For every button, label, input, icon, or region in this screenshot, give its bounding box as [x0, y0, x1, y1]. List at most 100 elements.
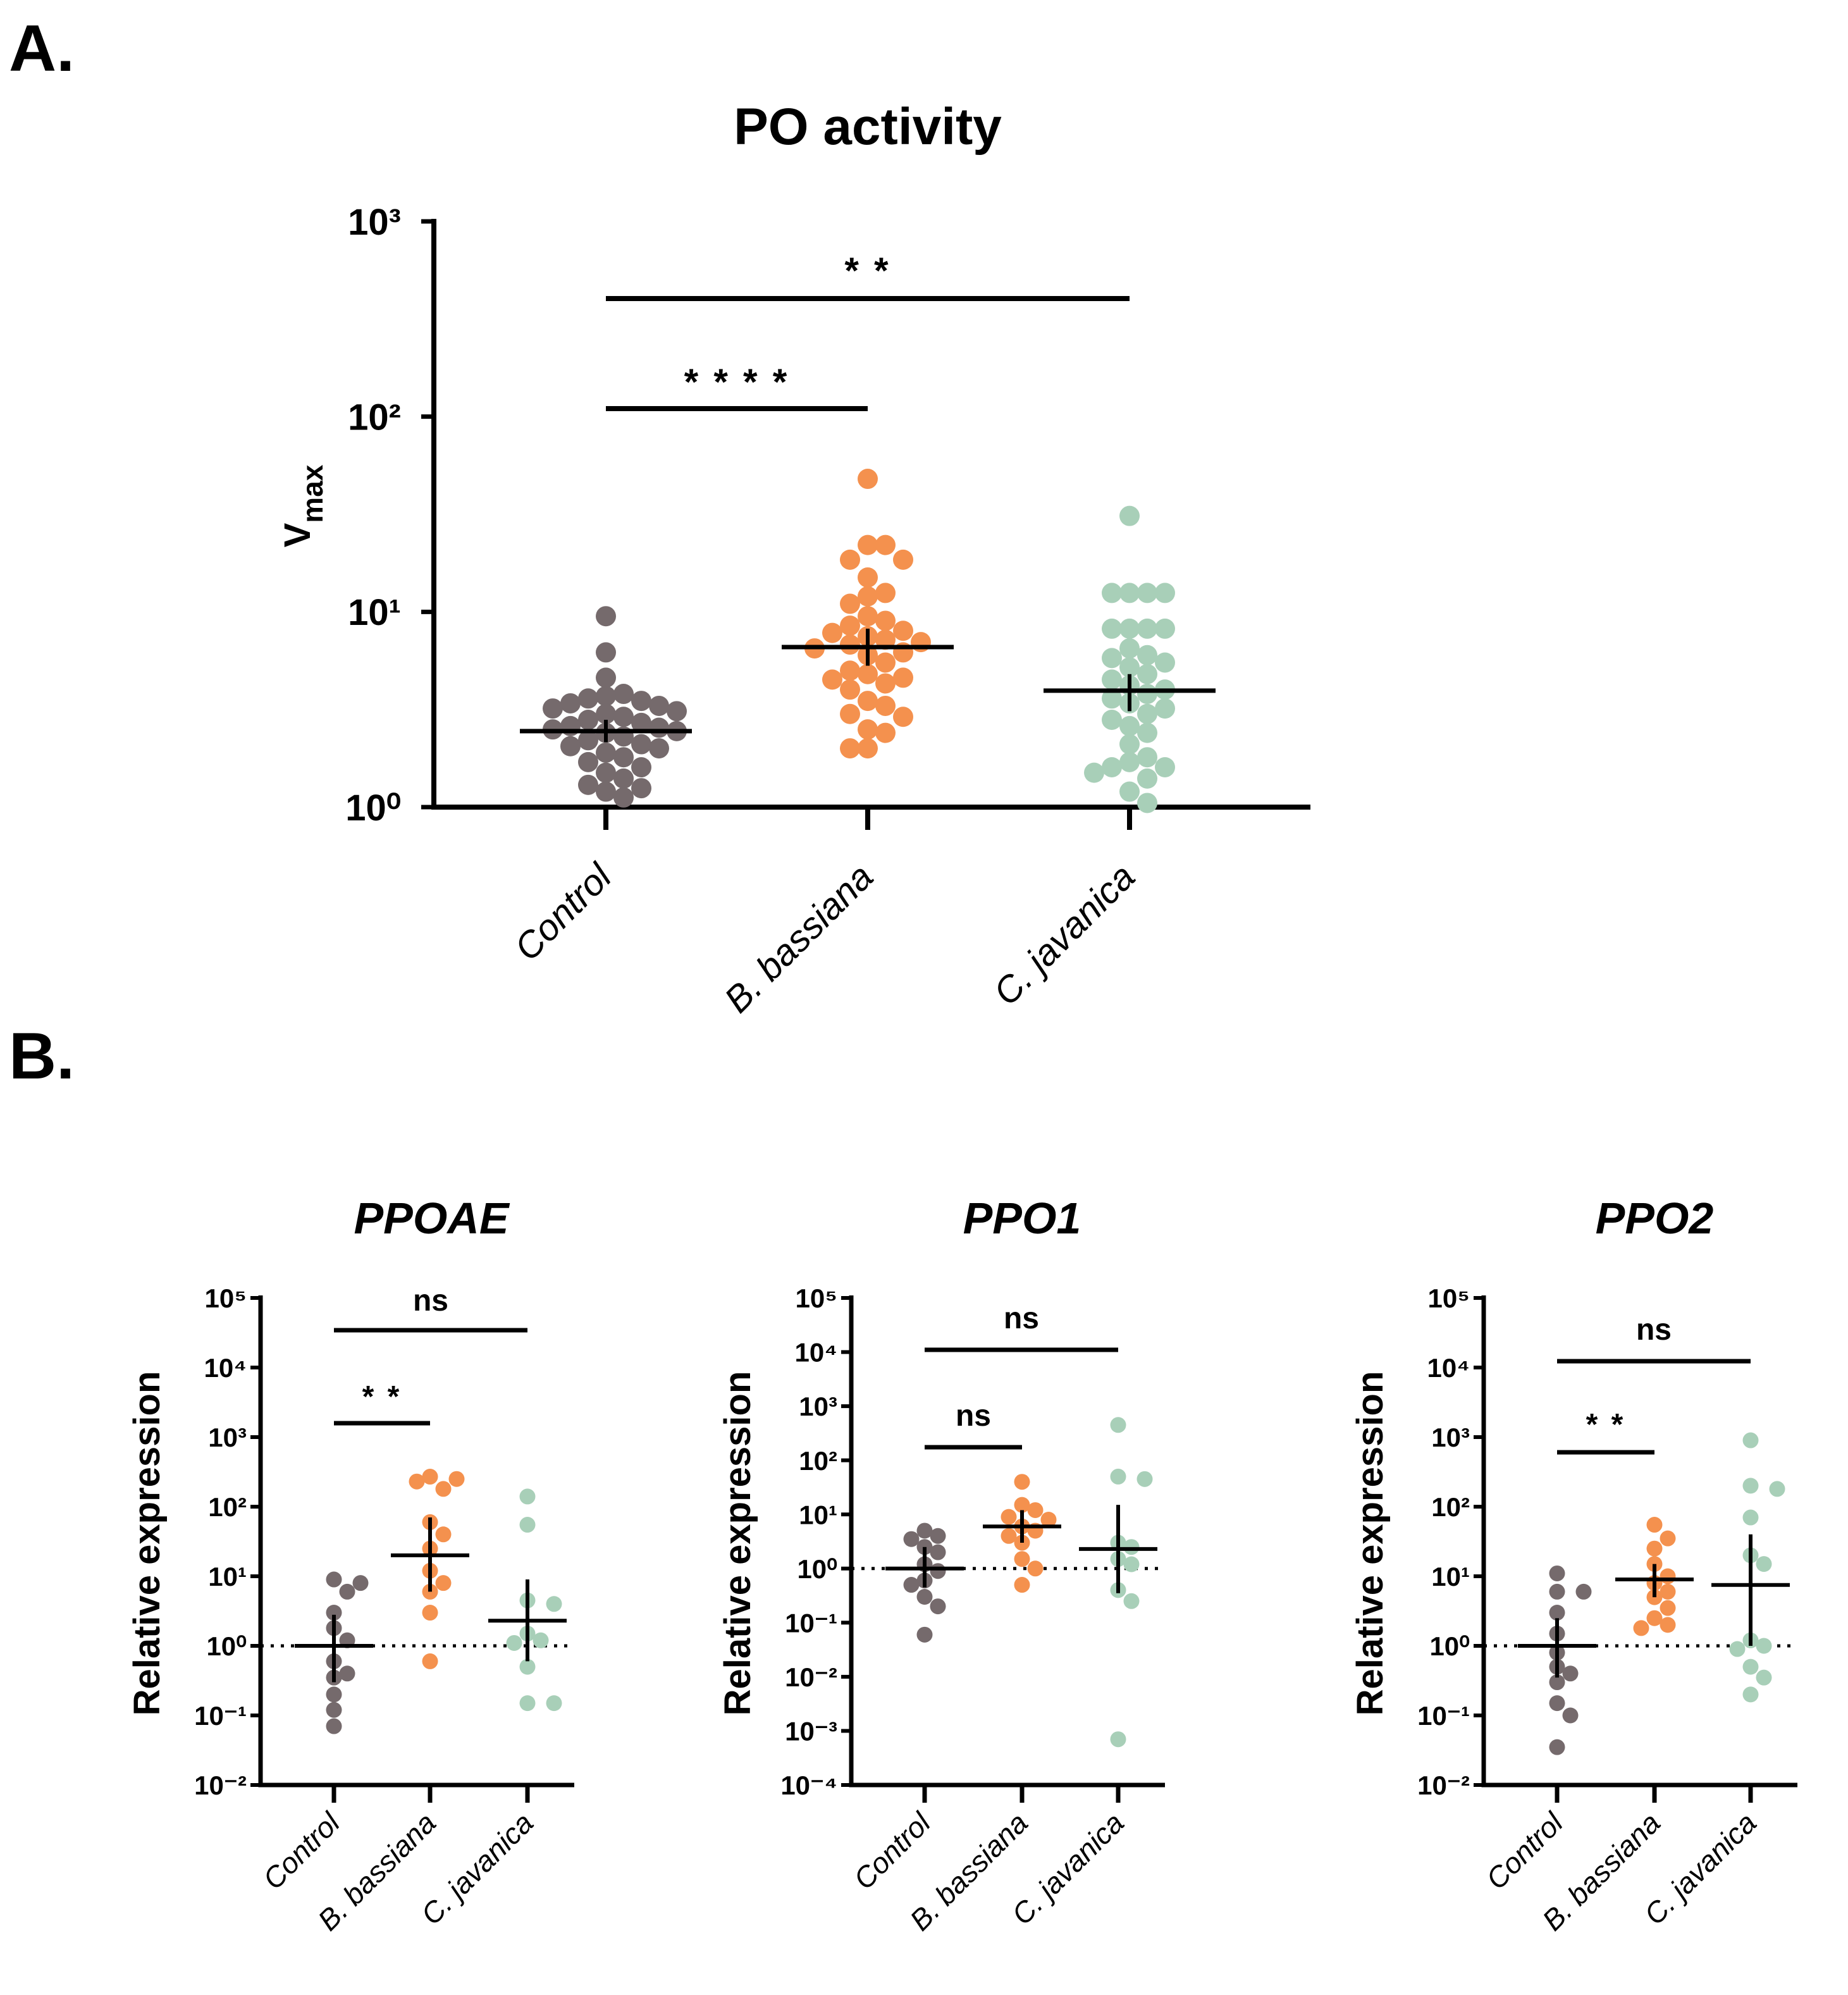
data-point — [326, 1702, 342, 1718]
y-tick-label: 10⁵ — [1428, 1283, 1470, 1313]
data-point — [858, 586, 878, 607]
data-point — [858, 567, 878, 588]
data-point — [916, 1522, 933, 1539]
data-point — [1137, 664, 1157, 684]
data-point — [435, 1526, 452, 1543]
chart-title: PPO1 — [963, 1194, 1081, 1243]
data-point — [631, 778, 651, 799]
y-tick-label: 10⁻⁴ — [780, 1770, 837, 1800]
significance-label: ns — [413, 1284, 448, 1318]
x-category-label: B. bassiana — [717, 856, 881, 1020]
y-tick-label: 10¹ — [348, 592, 401, 633]
data-point — [631, 757, 651, 777]
data-point — [339, 1665, 355, 1682]
data-point — [596, 606, 616, 627]
data-point — [1729, 1641, 1746, 1657]
data-point — [352, 1575, 369, 1591]
y-axis-label-subscript: max — [296, 464, 329, 522]
data-point — [822, 669, 842, 690]
y-tick-label: 10⁰ — [206, 1631, 247, 1661]
data-point — [1646, 1610, 1663, 1626]
data-point — [875, 722, 896, 743]
y-tick-label: 10³ — [348, 202, 401, 243]
data-point — [1123, 1539, 1140, 1555]
data-point — [1084, 762, 1104, 783]
data-point — [613, 684, 634, 705]
data-point — [1742, 1686, 1759, 1703]
y-axis-label: Relative expression — [1350, 1371, 1391, 1716]
data-point — [1001, 1528, 1017, 1544]
x-category-label: Control — [847, 1805, 937, 1896]
y-tick-label: 10⁰ — [1429, 1631, 1470, 1661]
data-point — [858, 469, 878, 490]
y-tick-label: 10¹ — [208, 1562, 247, 1591]
data-point — [1119, 618, 1140, 639]
y-axis-label-main: Relative expression — [1350, 1371, 1391, 1716]
data-point — [1123, 1593, 1140, 1609]
data-point — [1014, 1474, 1030, 1490]
y-tick-label: 10³ — [799, 1392, 837, 1421]
data-point — [1119, 583, 1140, 603]
data-point — [435, 1575, 452, 1591]
data-point — [596, 762, 616, 783]
data-point — [1102, 618, 1122, 639]
y-tick-label: 10⁻² — [1417, 1770, 1470, 1800]
data-point — [858, 534, 878, 555]
y-tick-label: 10⁵ — [796, 1283, 837, 1313]
ppoae-expression-chart: PPOAE 10⁻² 10⁻¹ 10⁰ 10¹ 10² 10³ 10⁴ 10⁵ Relative… — [126, 1194, 574, 1937]
data-point — [596, 686, 616, 707]
data-point — [578, 709, 598, 730]
ppo1-expression-chart: PPO1 10⁻⁴ 10⁻³ 10⁻² 10⁻¹ 10⁰ 10¹ 10² 10³ 10⁴ 10⁵ R… — [717, 1194, 1165, 1937]
significance-label: ns — [956, 1399, 991, 1433]
data-point — [1549, 1695, 1565, 1712]
data-point — [596, 703, 616, 724]
data-point — [1756, 1669, 1772, 1686]
data-point — [1119, 715, 1140, 736]
data-point — [578, 774, 598, 795]
y-tick-label: 10⁴ — [204, 1353, 247, 1383]
data-point — [840, 593, 860, 614]
data-point — [519, 1695, 536, 1712]
data-point — [840, 634, 860, 655]
data-point — [930, 1528, 946, 1544]
y-axis-label: Relative expression — [126, 1371, 168, 1716]
data-point — [1137, 583, 1157, 603]
data-point — [1014, 1577, 1030, 1593]
data-point — [543, 698, 563, 719]
data-point — [631, 712, 651, 733]
y-tick-label: 10⁻¹ — [1417, 1701, 1470, 1731]
x-category-label: C. javanica — [985, 856, 1143, 1013]
data-point — [1756, 1556, 1772, 1572]
y-tick-label: 10⁰ — [797, 1554, 837, 1584]
data-point — [1102, 648, 1122, 669]
data-point — [875, 695, 896, 716]
x-category-label: Control — [1479, 1805, 1570, 1896]
data-point — [1119, 734, 1140, 755]
data-point — [858, 664, 878, 684]
y-axis-label: Vmax — [277, 464, 329, 547]
panel-label-a: A. — [9, 12, 75, 85]
data-point — [326, 1718, 342, 1734]
data-point — [1102, 709, 1122, 730]
y-tick-label: 10⁻¹ — [785, 1608, 837, 1638]
y-tick-label: 10³ — [208, 1423, 247, 1452]
significance-label: ns — [1004, 1302, 1039, 1335]
data-point — [578, 730, 598, 751]
data-point — [875, 652, 896, 673]
y-axis-label: Relative expression — [717, 1371, 758, 1716]
y-axis-label-main: Relative expression — [126, 1371, 168, 1716]
data-point — [1102, 688, 1122, 709]
po-activity-chart: PO activity 10⁰ 10¹ 10² 10³ Vmax Control B. ba… — [277, 98, 1310, 1021]
data-point — [1742, 1478, 1759, 1494]
data-point — [903, 1531, 920, 1547]
data-point — [649, 738, 669, 759]
data-point — [1119, 751, 1140, 772]
y-tick-label: 10⁴ — [795, 1338, 838, 1368]
data-point — [326, 1605, 342, 1621]
data-point — [649, 695, 669, 716]
data-point — [519, 1517, 536, 1533]
y-tick-label: 10⁻³ — [785, 1717, 837, 1746]
data-point — [649, 717, 669, 738]
data-point — [1633, 1620, 1649, 1636]
data-point — [1014, 1497, 1030, 1513]
